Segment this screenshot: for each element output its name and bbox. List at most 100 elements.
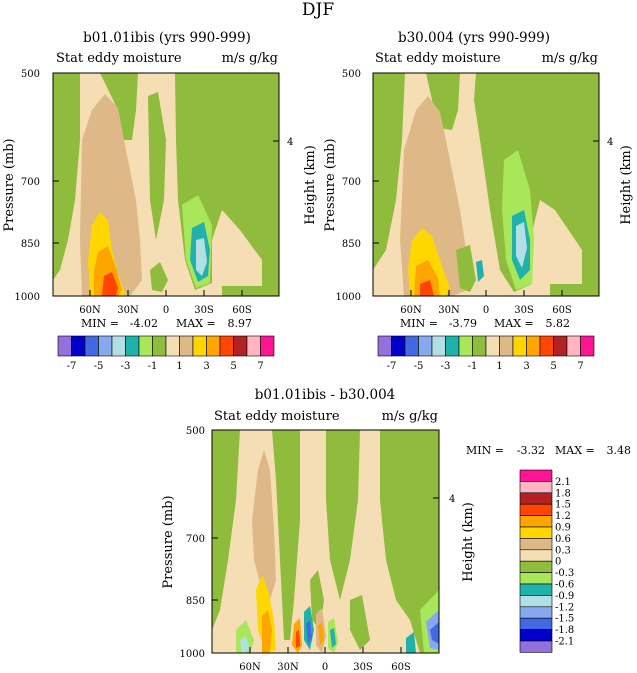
colorbar-swatch: [519, 538, 553, 551]
x-tick-label: 30N: [438, 305, 460, 316]
colorbar-swatch: [98, 335, 113, 357]
colorbar-label: -5: [94, 361, 104, 372]
x-tick-label: 0: [163, 305, 169, 316]
min-label: MIN =: [81, 317, 119, 330]
colorbar-swatch: [125, 335, 140, 357]
y-axis-label: Pressure (mb): [323, 138, 338, 231]
y-tick-label: 1000: [15, 292, 40, 303]
panel-bottom-yaxis: 500 700 850 1000 Pressure (mb): [161, 426, 218, 660]
colorbar-label: 1.2: [555, 511, 571, 522]
field-region: [102, 272, 118, 296]
panel-bottom-title: b01.01ibis - b30.004: [255, 387, 396, 403]
colorbar-label: -1.2: [555, 602, 574, 613]
colorbar-swatch: [206, 335, 221, 357]
colorbar-swatch: [519, 469, 553, 482]
colorbar-swatch: [519, 640, 553, 653]
field-region: [212, 430, 240, 630]
min-label: MIN =: [400, 317, 438, 330]
panel-right-xaxis: 60N 30N 0 30S 60S: [400, 290, 572, 316]
min-value: -3.32: [517, 444, 545, 457]
panel-left-xaxis: 60N 30N 0 30S 60S: [79, 290, 252, 316]
y-tick-label: 700: [342, 177, 361, 188]
field-region: [148, 92, 166, 240]
colorbar-swatch: [580, 335, 595, 357]
y2-tick-label: 4: [287, 137, 293, 148]
colorbar-label: 2.1: [555, 477, 571, 488]
x-tick-label: 30S: [194, 305, 214, 316]
x-tick-label: 0: [483, 305, 489, 316]
field-region: [240, 636, 250, 653]
colorbar-label: 0.3: [555, 545, 571, 556]
colorbar-label: -7: [387, 361, 397, 372]
panel-bottom-subtitle: Stat eddy moisture: [214, 409, 340, 424]
page-title: DJF: [302, 0, 334, 20]
panel-bottom-y2axis: 4 Height (km): [433, 494, 476, 582]
panel-bottom: b01.01ibis - b30.004 Stat eddy moisture …: [161, 387, 631, 673]
panel-left-yaxis: 500 700 850 1000 Pressure (mb): [2, 69, 59, 303]
colorbar-swatch: [499, 335, 514, 357]
panel-bottom-field: [212, 430, 439, 653]
colorbar-swatch: [445, 335, 460, 357]
x-tick-label: 30N: [277, 662, 299, 673]
colorbar-label: -1: [148, 361, 158, 372]
max-value: 3.48: [607, 444, 632, 457]
colorbar-label: -0.3: [555, 568, 574, 579]
colorbar-label: -5: [414, 361, 424, 372]
field-region: [430, 622, 439, 644]
y-tick-label: 850: [186, 596, 205, 607]
colorbar-label: 0: [555, 557, 561, 568]
colorbar-label: 1: [176, 361, 182, 372]
colorbar-swatch: [519, 617, 553, 630]
field-region: [426, 73, 460, 130]
max-value: 5.82: [546, 317, 571, 330]
x-tick-label: 30S: [514, 305, 534, 316]
field-region: [350, 595, 370, 650]
field-region: [236, 620, 254, 653]
panel-right-title: b30.004 (yrs 990-999): [398, 30, 550, 46]
panel-right-subtitle: Stat eddy moisture: [375, 51, 501, 66]
y2-axis-label: Height (km): [619, 145, 634, 225]
colorbar-swatch: [519, 629, 553, 642]
y2-tick-label: 4: [449, 494, 455, 505]
colorbar-label: 5: [230, 361, 236, 372]
field-region: [53, 73, 80, 280]
colorbar-swatch: [179, 335, 194, 357]
colorbar-swatch: [458, 335, 473, 357]
colorbar-label: -0.6: [555, 580, 574, 591]
colorbar-label: 0.9: [555, 523, 571, 534]
max-value: 8.97: [228, 317, 253, 330]
min-value: -3.79: [449, 317, 477, 330]
field-region: [296, 630, 300, 648]
colorbar-swatch: [512, 335, 527, 357]
field-region: [318, 622, 324, 646]
x-tick-label: 60S: [391, 662, 411, 673]
y-tick-label: 500: [21, 69, 40, 80]
colorbar-label: -3: [121, 361, 131, 372]
colorbar-label: -3: [441, 361, 451, 372]
field-region: [262, 610, 272, 653]
y-axis-label: Pressure (mb): [2, 138, 17, 231]
field-region: [373, 73, 405, 270]
y-tick-label: 500: [342, 69, 361, 80]
field-region: [150, 262, 168, 292]
field-region: [196, 238, 207, 276]
panel-bottom-xaxis: 60N 30N 0 30S 60S: [239, 647, 411, 673]
field-region: [456, 245, 476, 292]
field-region: [326, 430, 360, 600]
colorbar-swatch: [539, 335, 554, 357]
panel-left-y2axis: 4 Height (km): [273, 137, 318, 225]
panel-left: b01.01ibis (yrs 990-999) Stat eddy moist…: [2, 30, 318, 372]
field-region: [306, 620, 312, 644]
colorbar-swatch: [553, 335, 568, 357]
field-region: [380, 430, 439, 653]
x-tick-label: 60N: [239, 662, 261, 673]
panel-right-field: [373, 73, 599, 296]
colorbar-swatch: [418, 335, 433, 357]
y-tick-label: 850: [21, 239, 40, 250]
colorbar-swatch: [152, 335, 167, 357]
y-axis-label: Pressure (mb): [161, 495, 176, 588]
colorbar-swatch: [57, 335, 72, 357]
panel-right: b30.004 (yrs 990-999) Stat eddy moisture…: [323, 30, 634, 372]
colorbar-label: -7: [67, 361, 77, 372]
min-value: -4.02: [130, 317, 158, 330]
